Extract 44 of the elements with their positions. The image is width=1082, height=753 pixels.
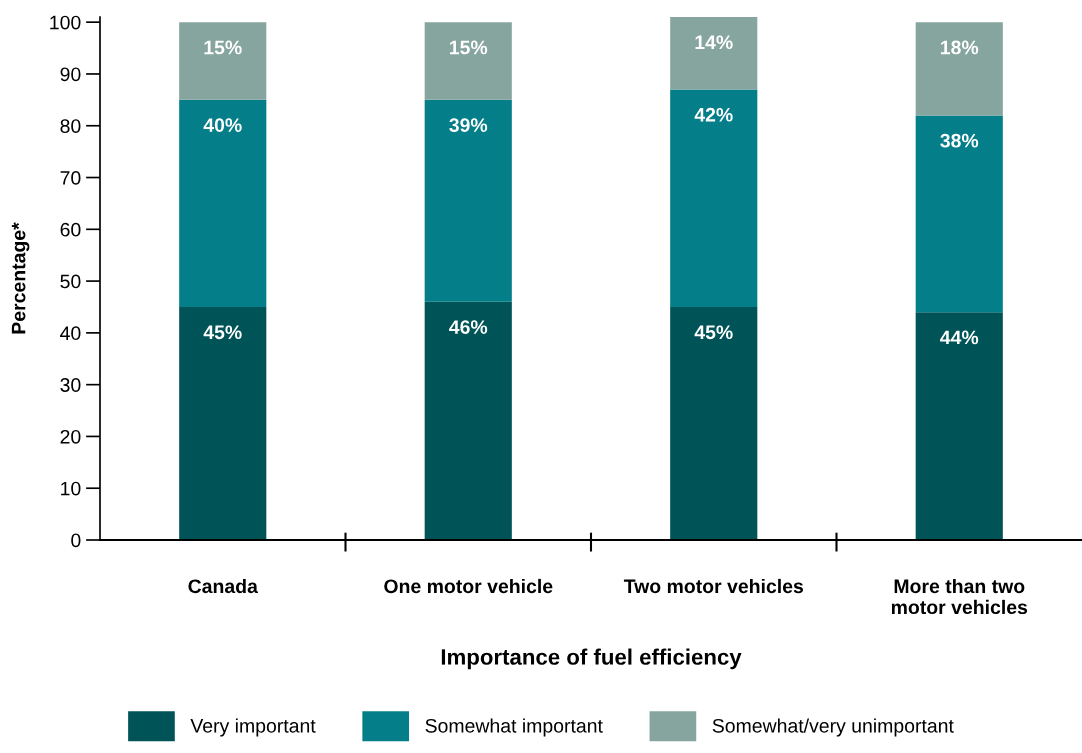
- bar: [424, 22, 512, 100]
- y-tick-label: 20: [60, 429, 81, 444]
- data-label: 46%: [449, 320, 488, 334]
- y-tick-label: 40: [60, 326, 81, 341]
- legend-label: Very important: [190, 718, 316, 737]
- x-tick-label: Canada: [188, 578, 258, 594]
- legend-label: Somewhat/very unimportant: [712, 718, 954, 737]
- y-tick-label: 10: [61, 481, 81, 496]
- bar: [179, 306, 267, 540]
- y-tick-label: 100: [50, 15, 81, 30]
- y-tick-label: 0: [71, 533, 81, 548]
- legend-label: Somewhat important: [425, 718, 603, 737]
- y-tick-label: 70: [60, 170, 81, 185]
- bar: [424, 99, 512, 302]
- y-tick-label: 80: [60, 119, 81, 133]
- x-axis-title: Importance of fuel efficiency: [441, 648, 742, 670]
- bar: [915, 115, 1003, 313]
- bar: [670, 89, 758, 307]
- y-tick-label: 60: [60, 222, 81, 237]
- bar: [179, 99, 267, 307]
- data-label: 44%: [940, 330, 979, 345]
- x-tick-label: Two motor vehicles: [623, 578, 803, 594]
- bar: [915, 312, 1003, 540]
- x-tick-label: One motor vehicle: [384, 578, 553, 594]
- y-tick-label: 30: [60, 378, 81, 392]
- data-label: 45%: [203, 325, 242, 340]
- data-label: 14%: [695, 35, 733, 50]
- data-label: 45%: [694, 325, 733, 340]
- data-label: 18%: [941, 40, 979, 55]
- x-tick-label: More than two motor vehicles: [891, 578, 1028, 615]
- data-label: 42%: [694, 107, 733, 122]
- bar: [424, 301, 512, 540]
- data-label: 40%: [203, 118, 242, 132]
- y-tick-label: 90: [60, 67, 81, 82]
- data-label: 15%: [204, 40, 242, 55]
- y-axis-title: Percentage*: [11, 222, 30, 334]
- bar: [179, 22, 267, 100]
- bar: [670, 17, 758, 90]
- data-label: 15%: [450, 40, 488, 55]
- bar: [670, 306, 758, 540]
- data-label: 39%: [449, 118, 488, 133]
- bar: [915, 22, 1003, 116]
- y-tick-label: 50: [60, 274, 81, 289]
- data-label: 38%: [940, 133, 979, 148]
